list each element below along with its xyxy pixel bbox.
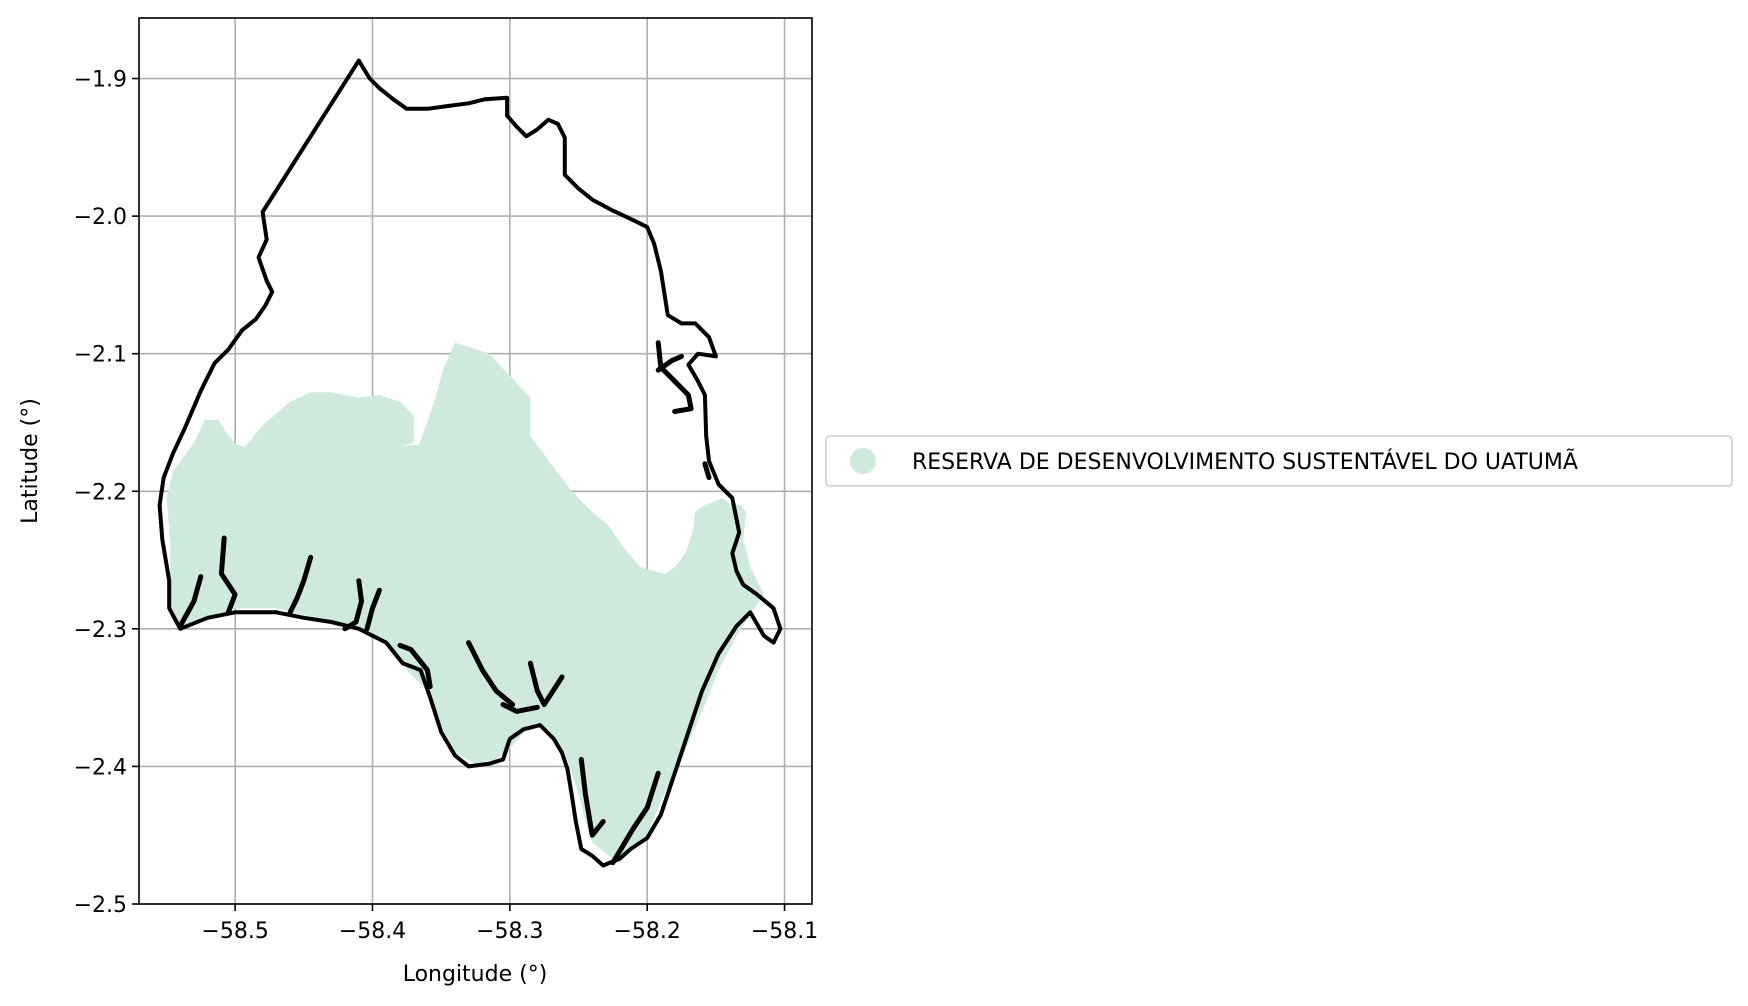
boundary-stream-0 (218, 535, 238, 615)
x-axis-label: Longitude (°) (403, 962, 548, 987)
y-tick-label-4: −2.3 (74, 618, 127, 643)
boundary-lines (157, 58, 783, 868)
legend-swatch (850, 448, 876, 474)
x-tick-label-2: −58.3 (476, 919, 543, 944)
plot-area: −58.5 −58.4 −58.3 −58.2 −58.1 −1.9 −2.0 −2.1 −2… (74, 17, 818, 944)
x-axis-ticks: −58.5 −58.4 −58.3 −58.2 −58.1 (201, 904, 818, 944)
y-tick-label-0: −1.9 (74, 68, 127, 93)
legend: RESERVA DE DESENVOLVIMENTO SUSTENTÁVEL D… (825, 435, 1733, 487)
boundary-outline (157, 58, 783, 868)
legend-frame (825, 435, 1733, 487)
y-tick-label-1: −2.0 (74, 205, 127, 230)
boundary-stream-11 (655, 340, 694, 414)
legend-label: RESERVA DE DESENVOLVIMENTO SUSTENTÁVEL D… (912, 448, 1578, 475)
boundary-stream-9 (578, 757, 606, 838)
y-tick-label-2: −2.1 (74, 343, 127, 368)
boundary-stream-1 (177, 574, 204, 629)
boundary-stream-4 (364, 587, 382, 632)
y-axis-ticks: −1.9 −2.0 −2.1 −2.2 −2.3 −2.4 −2.5 (74, 68, 139, 918)
boundary-stream-6 (466, 640, 516, 707)
x-tick-label-1: −58.4 (339, 919, 406, 944)
y-tick-label-5: −2.4 (74, 755, 127, 780)
y-tick-label-6: −2.5 (74, 893, 127, 918)
x-tick-label-4: −58.1 (751, 919, 818, 944)
y-tick-label-3: −2.2 (74, 480, 127, 505)
boundary-stream-13 (702, 461, 712, 480)
boundary-stream-8 (500, 702, 540, 714)
x-tick-label-0: −58.5 (201, 919, 268, 944)
boundary-stream-2 (287, 554, 314, 615)
y-axis-label: Latitude (°) (18, 398, 43, 524)
boundary-stream-7 (527, 660, 565, 707)
boundary-stream-10 (610, 770, 661, 866)
boundary-stream-12 (655, 353, 684, 373)
x-tick-label-3: −58.2 (613, 919, 680, 944)
reserve-area (166, 342, 764, 863)
plot-frame (138, 17, 813, 905)
boundary-stream-5 (397, 642, 433, 690)
boundary-stream-3 (342, 578, 364, 632)
